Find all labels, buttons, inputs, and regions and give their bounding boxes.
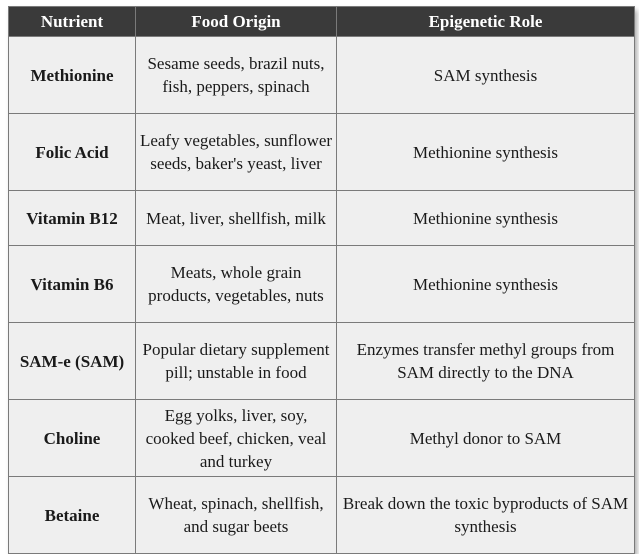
table-row: Folic Acid Leafy vegetables, sunflower s… bbox=[8, 113, 635, 191]
nutrient-cell: Vitamin B12 bbox=[8, 190, 136, 246]
nutrient-cell: Betaine bbox=[8, 476, 136, 554]
food-origin-cell: Wheat, spinach, shellfish, and sugar bee… bbox=[135, 476, 337, 554]
table-row: Choline Egg yolks, liver, soy, cooked be… bbox=[8, 399, 635, 477]
food-origin-cell: Egg yolks, liver, soy, cooked beef, chic… bbox=[135, 399, 337, 477]
nutrient-table-container: Nutrient Food Origin Epigenetic Role Met… bbox=[8, 6, 635, 554]
table-row: Vitamin B6 Meats, whole grain products, … bbox=[8, 245, 635, 323]
table-header-row: Nutrient Food Origin Epigenetic Role bbox=[8, 6, 635, 37]
nutrient-cell: Methionine bbox=[8, 36, 136, 114]
header-nutrient: Nutrient bbox=[8, 6, 136, 37]
food-origin-cell: Meat, liver, shellfish, milk bbox=[135, 190, 337, 246]
epigenetic-role-cell: Break down the toxic byproducts of SAM s… bbox=[336, 476, 635, 554]
epigenetic-role-cell: Enzymes transfer methyl groups from SAM … bbox=[336, 322, 635, 400]
table-row: Methionine Sesame seeds, brazil nuts, fi… bbox=[8, 36, 635, 114]
nutrient-cell: Folic Acid bbox=[8, 113, 136, 191]
nutrient-cell: SAM-e (SAM) bbox=[8, 322, 136, 400]
food-origin-cell: Sesame seeds, brazil nuts, fish, peppers… bbox=[135, 36, 337, 114]
epigenetic-role-cell: SAM synthesis bbox=[336, 36, 635, 114]
epigenetic-role-cell: Methionine synthesis bbox=[336, 190, 635, 246]
food-origin-cell: Meats, whole grain products, vegetables,… bbox=[135, 245, 337, 323]
table-row: Vitamin B12 Meat, liver, shellfish, milk… bbox=[8, 190, 635, 246]
epigenetic-role-cell: Methionine synthesis bbox=[336, 245, 635, 323]
table-row: SAM-e (SAM) Popular dietary supplement p… bbox=[8, 322, 635, 400]
epigenetic-role-cell: Methyl donor to SAM bbox=[336, 399, 635, 477]
nutrient-cell: Choline bbox=[8, 399, 136, 477]
epigenetic-role-cell: Methionine synthesis bbox=[336, 113, 635, 191]
table-row: Betaine Wheat, spinach, shellfish, and s… bbox=[8, 476, 635, 554]
food-origin-cell: Popular dietary supplement pill; unstabl… bbox=[135, 322, 337, 400]
nutrient-cell: Vitamin B6 bbox=[8, 245, 136, 323]
nutrient-table: Nutrient Food Origin Epigenetic Role Met… bbox=[8, 6, 635, 554]
header-food-origin: Food Origin bbox=[135, 6, 337, 37]
header-epigenetic-role: Epigenetic Role bbox=[336, 6, 635, 37]
food-origin-cell: Leafy vegetables, sunflower seeds, baker… bbox=[135, 113, 337, 191]
